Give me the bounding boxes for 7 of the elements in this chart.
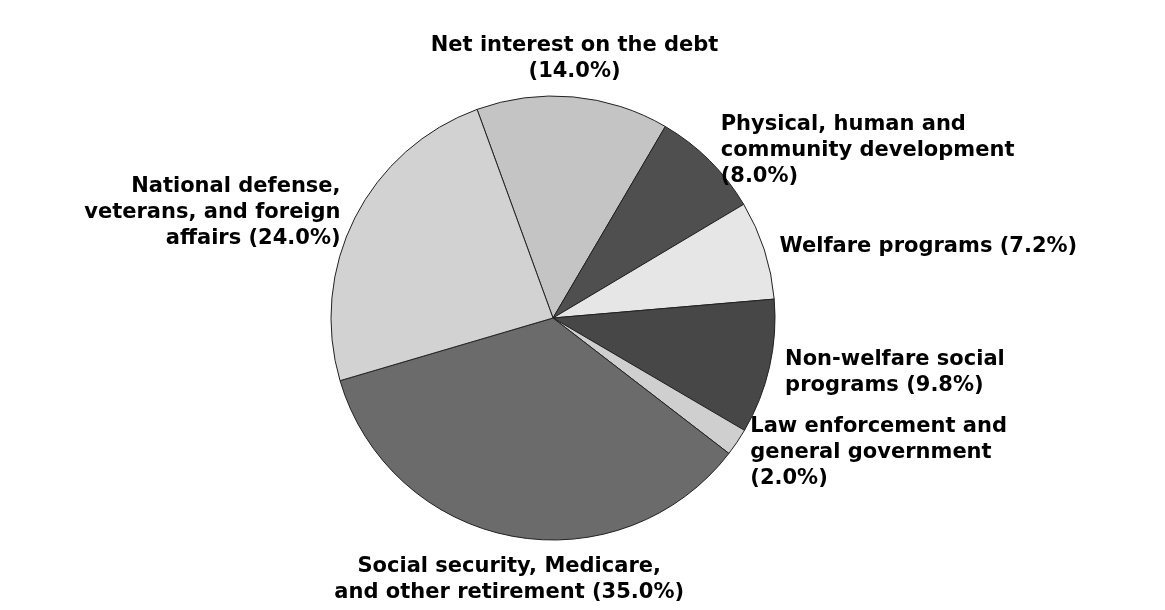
slice-label: Physical, human and community development (8.0%) — [720, 111, 1015, 188]
slice-label: Welfare programs (7.2%) — [779, 233, 1078, 258]
slice-label: Net interest on the debt (14.0%) — [430, 31, 719, 82]
slice-label: National defense, veterans, and foreign affairs (24.0%) — [84, 172, 341, 249]
slice-label: Social security, Medicare, and other retirement (35.0%) — [334, 552, 685, 603]
slice-label: Law enforcement and general government (2.0%) — [750, 413, 1007, 490]
slice-label: Non-welfare social programs (9.8%) — [785, 345, 1005, 396]
